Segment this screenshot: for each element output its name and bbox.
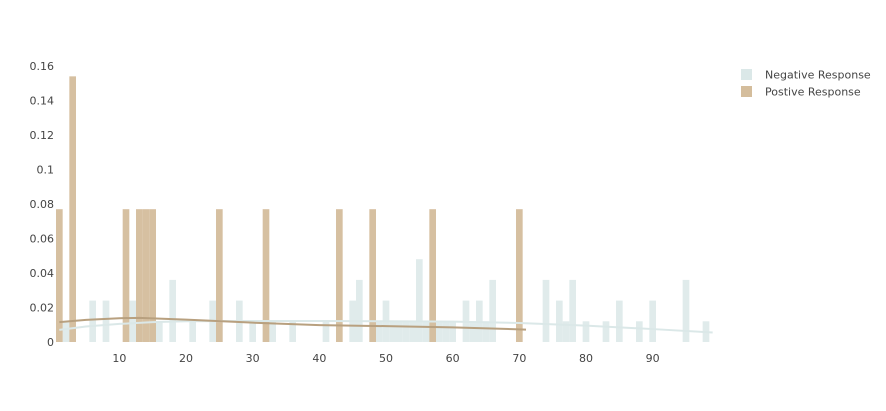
- x-tick-label: 80: [579, 352, 593, 365]
- bar-positive: [336, 209, 343, 342]
- y-tick-label: 0.1: [37, 164, 55, 177]
- x-tick-label: 90: [646, 352, 660, 365]
- density-curve-positive: [59, 316, 527, 331]
- curves-layer: [59, 316, 713, 334]
- bar-negative: [602, 321, 610, 342]
- bar-negative: [356, 279, 363, 342]
- x-tick-label: 30: [246, 352, 260, 365]
- bar-negative: [402, 321, 410, 342]
- y-tick-label: 0: [47, 336, 54, 349]
- bar-negative: [102, 300, 110, 342]
- bar-positive: [149, 209, 156, 342]
- legend-item-positive[interactable]: Postive Response: [741, 86, 861, 99]
- legend-item-negative[interactable]: Negative Response: [741, 69, 871, 82]
- legend-label: Postive Response: [765, 86, 861, 99]
- bar-positive: [56, 209, 63, 342]
- bar-negative: [156, 321, 163, 342]
- bar-negative: [636, 321, 643, 342]
- bar-positive: [142, 209, 150, 342]
- x-tick-label: 60: [446, 352, 460, 365]
- bar-negative: [542, 279, 550, 342]
- bar-negative: [169, 279, 176, 342]
- legend-label: Negative Response: [765, 69, 871, 82]
- y-tick-label: 0.08: [30, 198, 55, 211]
- bar-negative: [89, 300, 96, 342]
- y-tick-label: 0.02: [30, 302, 55, 315]
- bar-negative: [409, 321, 416, 342]
- bar-positive: [369, 209, 376, 342]
- bar-positive: [136, 209, 143, 342]
- bar-negative: [649, 300, 656, 342]
- x-tick-label: 50: [379, 352, 393, 365]
- bar-positive: [69, 76, 76, 342]
- bar-negative: [449, 321, 456, 342]
- x-tick-label: 40: [312, 352, 326, 365]
- x-tick-label: 20: [179, 352, 193, 365]
- bar-negative: [556, 300, 563, 342]
- legend-swatch: [741, 69, 752, 80]
- bar-negative: [322, 321, 330, 342]
- bar-negative: [422, 321, 430, 342]
- legend-swatch: [741, 86, 752, 97]
- bar-negative: [482, 321, 490, 342]
- bar-negative: [396, 321, 403, 342]
- bar-negative: [389, 321, 396, 342]
- bar-positive: [429, 209, 436, 342]
- bar-negative: [436, 321, 443, 342]
- density-curve-negative: [59, 319, 713, 334]
- bar-positive: [262, 209, 270, 342]
- y-tick-label: 0.12: [30, 129, 55, 142]
- bar-negative: [376, 321, 383, 342]
- y-tick-label: 0.16: [30, 60, 55, 73]
- bar-negative: [416, 259, 423, 342]
- x-tick-label: 70: [512, 352, 526, 365]
- bar-negative: [562, 321, 570, 342]
- bar-negative: [489, 279, 496, 342]
- bar-positive: [122, 209, 130, 342]
- bar-negative: [129, 300, 136, 342]
- bar-negative: [682, 279, 690, 342]
- bar-negative: [289, 321, 296, 342]
- bar-negative: [269, 321, 276, 342]
- bar-negative: [189, 321, 196, 342]
- y-tick-label: 0.14: [30, 95, 55, 108]
- bar-negative: [582, 321, 590, 342]
- bar-negative: [469, 321, 476, 342]
- bar-positive: [216, 209, 223, 342]
- legend[interactable]: Negative Response Postive Response: [741, 69, 871, 99]
- bar-negative: [249, 321, 256, 342]
- axes-layer: 0 0.02 0.04 0.06 0.08 0.1 0.12 0.14 0.16 10 20 30 40…: [30, 60, 660, 365]
- x-tick-label: 10: [112, 352, 126, 365]
- bar-negative: [569, 279, 576, 342]
- y-tick-label: 0.06: [30, 233, 55, 246]
- bars-layer: [56, 76, 710, 342]
- y-tick-label: 0.04: [30, 267, 55, 280]
- bar-negative: [616, 300, 623, 342]
- bar-negative: [62, 321, 70, 342]
- bar-positive: [516, 209, 523, 342]
- bar-negative: [442, 321, 450, 342]
